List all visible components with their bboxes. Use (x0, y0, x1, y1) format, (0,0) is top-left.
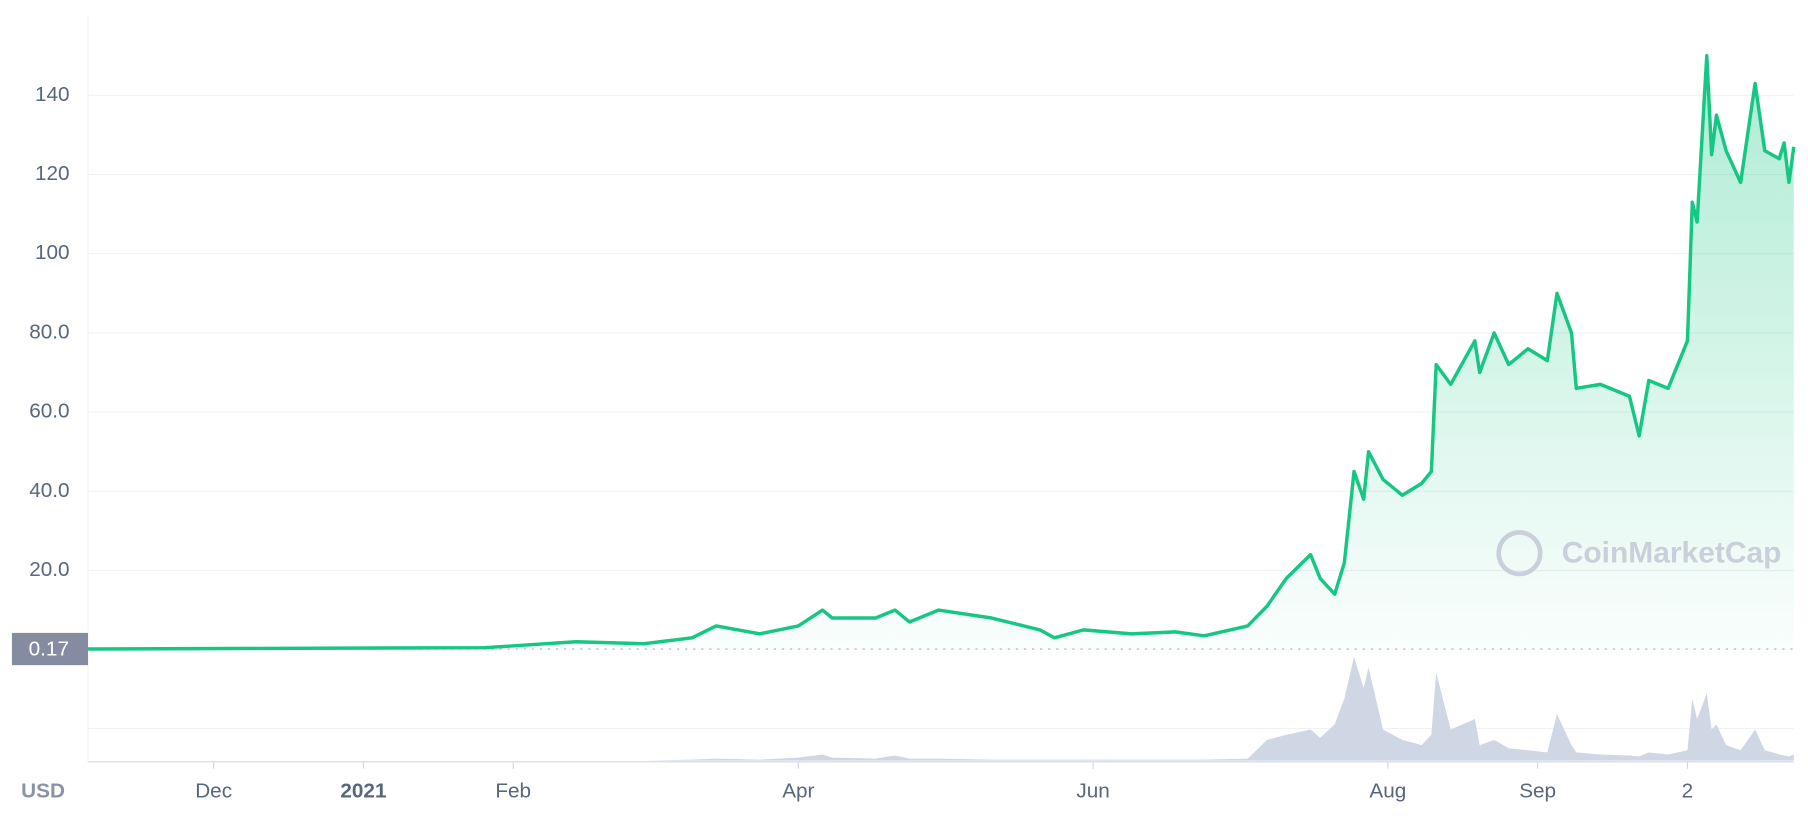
watermark-logo (1496, 530, 1543, 577)
y-tick-label: 100 (35, 241, 70, 264)
y-tick-label: 120 (35, 162, 70, 185)
currency-label: USD (21, 779, 65, 802)
plot (87, 54, 1796, 761)
x-tick-label: Jun (1076, 779, 1109, 802)
x-tick-label: Dec (195, 779, 232, 802)
volume-area (88, 656, 1794, 761)
y-tick-label: 40.0 (29, 479, 69, 502)
x-tick-label: Sep (1519, 779, 1556, 802)
y-tick-label: 80.0 (29, 320, 69, 343)
y-tick-label: 140 (35, 83, 70, 106)
start-price-badge (11, 632, 88, 666)
x-tick-label: Aug (1369, 779, 1406, 802)
x-tick-label: Feb (495, 779, 531, 802)
start-price-label: 0.17 (29, 638, 69, 661)
price-area (88, 55, 1794, 650)
watermark: CoinMarketCap (1562, 536, 1782, 569)
x-tick-label: 2021 (340, 779, 386, 802)
y-tick-label: 60.0 (29, 400, 69, 423)
price-line (87, 54, 1796, 651)
x-tick-label: 2 (1682, 779, 1694, 802)
y-tick-label: 20.0 (29, 558, 69, 581)
x-tick-label: Apr (782, 779, 814, 802)
